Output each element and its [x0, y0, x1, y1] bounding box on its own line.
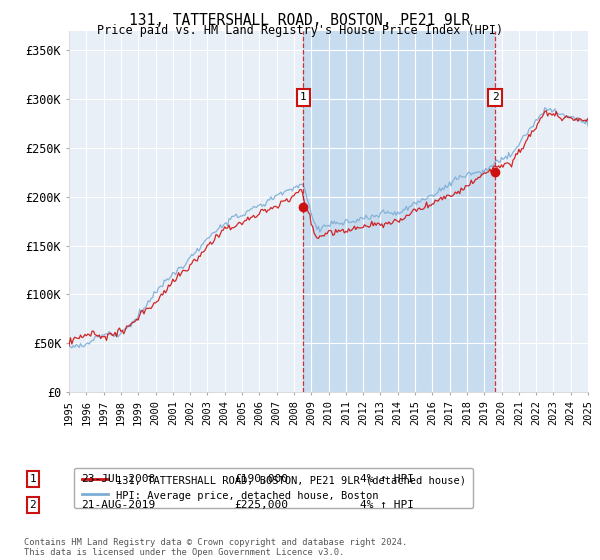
Text: 4% ↑ HPI: 4% ↑ HPI — [360, 500, 414, 510]
Text: £190,000: £190,000 — [234, 474, 288, 484]
Text: Contains HM Land Registry data © Crown copyright and database right 2024.
This d: Contains HM Land Registry data © Crown c… — [24, 538, 407, 557]
Text: 23-JUL-2008: 23-JUL-2008 — [81, 474, 155, 484]
Text: 4% ↑ HPI: 4% ↑ HPI — [360, 474, 414, 484]
Legend: 131, TATTERSHALL ROAD, BOSTON, PE21 9LR (detached house), HPI: Average price, de: 131, TATTERSHALL ROAD, BOSTON, PE21 9LR … — [74, 468, 473, 508]
Text: 2: 2 — [492, 92, 499, 102]
Text: £225,000: £225,000 — [234, 500, 288, 510]
Text: 21-AUG-2019: 21-AUG-2019 — [81, 500, 155, 510]
Text: Price paid vs. HM Land Registry's House Price Index (HPI): Price paid vs. HM Land Registry's House … — [97, 24, 503, 37]
Text: 2: 2 — [29, 500, 37, 510]
Text: 1: 1 — [29, 474, 37, 484]
Bar — [304, 31, 495, 392]
Text: 1: 1 — [300, 92, 307, 102]
Bar — [69, 31, 304, 392]
Text: 131, TATTERSHALL ROAD, BOSTON, PE21 9LR: 131, TATTERSHALL ROAD, BOSTON, PE21 9LR — [130, 13, 470, 28]
Bar — [495, 31, 588, 392]
